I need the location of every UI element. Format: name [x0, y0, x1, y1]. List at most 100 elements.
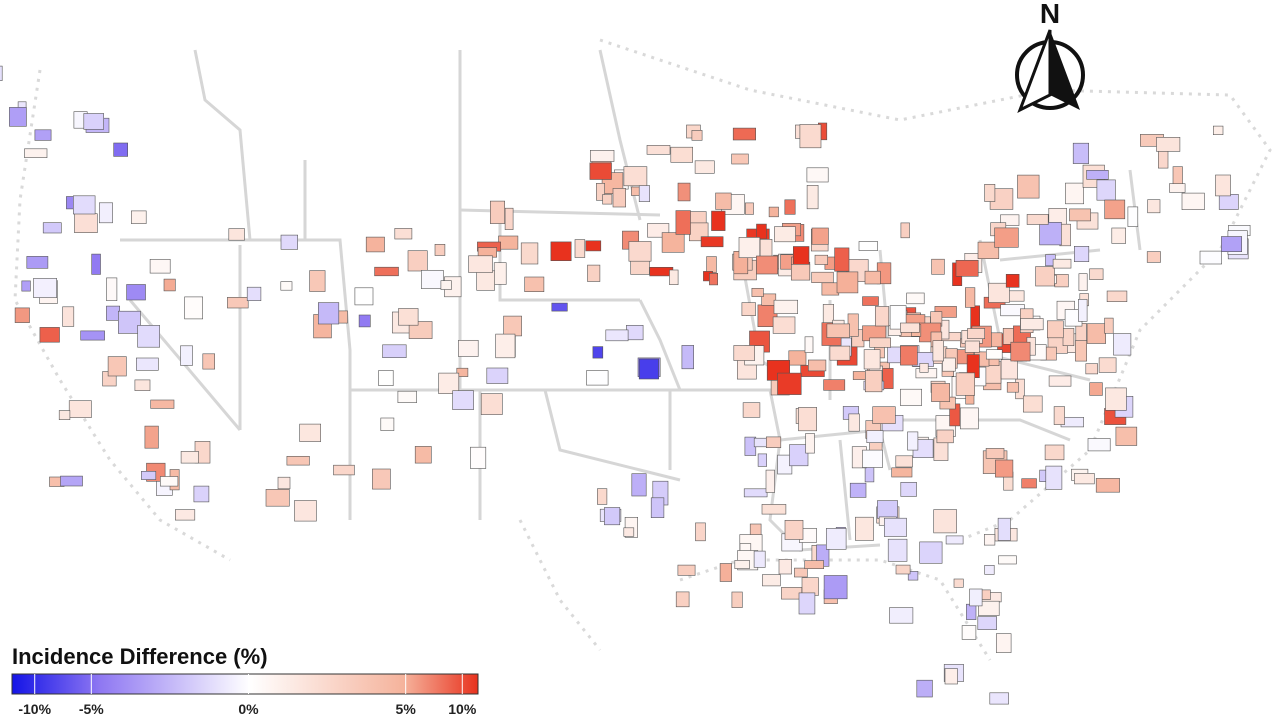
county — [113, 142, 128, 157]
county — [1096, 179, 1116, 201]
county — [1113, 333, 1132, 356]
county — [228, 228, 245, 241]
county — [1044, 444, 1065, 461]
county — [470, 446, 487, 469]
county — [1045, 465, 1063, 490]
county — [849, 482, 867, 498]
county — [372, 468, 391, 490]
county — [882, 368, 894, 389]
county — [149, 258, 171, 274]
county — [738, 237, 761, 258]
county — [700, 236, 724, 248]
county — [638, 358, 660, 380]
county — [970, 305, 981, 329]
county — [1215, 174, 1231, 197]
county — [1065, 182, 1085, 205]
county — [855, 516, 874, 541]
county — [984, 184, 996, 202]
county — [1104, 199, 1126, 220]
county — [931, 258, 945, 275]
county — [498, 235, 519, 250]
county — [866, 430, 884, 444]
county — [1022, 395, 1043, 413]
county — [1017, 174, 1040, 199]
county — [587, 264, 601, 282]
county — [99, 202, 113, 224]
county — [889, 607, 914, 624]
county — [743, 488, 768, 498]
county — [586, 370, 609, 386]
county — [456, 367, 469, 377]
county — [731, 153, 749, 165]
county — [1072, 142, 1089, 164]
county — [863, 349, 881, 370]
county — [932, 340, 944, 362]
county — [91, 253, 101, 275]
county — [695, 522, 706, 542]
county — [382, 344, 407, 358]
county — [458, 339, 479, 357]
county — [589, 150, 615, 162]
colorbar-tick-label: -10% — [18, 701, 51, 717]
county — [408, 321, 433, 339]
county — [106, 277, 118, 301]
county — [1213, 125, 1224, 135]
county — [1095, 478, 1120, 493]
county — [988, 282, 1010, 303]
county — [434, 244, 446, 256]
county — [761, 293, 777, 306]
county — [184, 296, 204, 320]
county — [1026, 214, 1049, 225]
county — [1006, 382, 1019, 393]
county — [163, 278, 176, 292]
county — [407, 250, 428, 272]
county — [126, 284, 146, 301]
county — [638, 185, 651, 202]
county — [694, 160, 715, 174]
county — [807, 359, 827, 372]
county — [733, 345, 755, 361]
county — [294, 500, 317, 522]
county — [834, 247, 850, 272]
county — [34, 129, 52, 141]
county — [955, 372, 975, 396]
county — [605, 329, 629, 342]
county — [895, 455, 913, 468]
county — [398, 308, 419, 326]
county — [1086, 170, 1109, 180]
county — [784, 199, 796, 215]
county — [825, 528, 847, 550]
county — [887, 538, 908, 562]
county — [106, 305, 121, 321]
county — [1052, 258, 1072, 269]
county — [60, 475, 83, 487]
county — [551, 302, 568, 312]
county — [1106, 290, 1128, 302]
county — [131, 210, 147, 224]
county — [277, 476, 291, 490]
county — [420, 269, 444, 289]
county — [984, 564, 995, 575]
county — [1089, 268, 1104, 280]
county — [524, 276, 545, 292]
county — [134, 379, 151, 391]
county — [864, 270, 881, 285]
county — [520, 242, 539, 265]
county — [1054, 274, 1069, 288]
county — [1221, 236, 1243, 252]
county — [989, 692, 1009, 705]
county — [675, 210, 691, 235]
county — [661, 232, 685, 253]
county — [1169, 183, 1186, 193]
county — [489, 200, 505, 224]
county — [180, 451, 199, 464]
county — [589, 162, 612, 180]
county — [1020, 318, 1044, 331]
county — [1039, 222, 1062, 246]
county — [62, 306, 75, 327]
county — [969, 588, 983, 607]
county — [829, 345, 851, 361]
county — [42, 222, 62, 234]
county — [333, 464, 355, 476]
north-arrow: N — [1015, 0, 1085, 114]
